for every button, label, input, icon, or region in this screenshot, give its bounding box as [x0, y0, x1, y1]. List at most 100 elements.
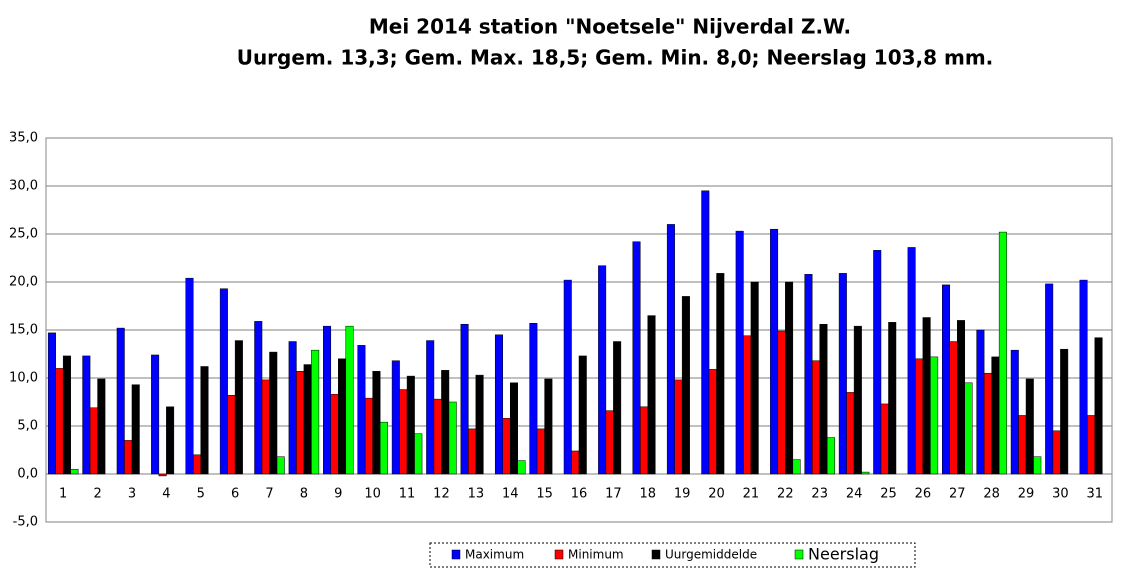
bar	[942, 284, 951, 475]
bar	[1010, 349, 1019, 475]
bar	[426, 340, 435, 475]
bar	[414, 433, 423, 475]
x-tick-label: 8	[300, 487, 308, 502]
bar	[311, 349, 320, 475]
bar	[406, 375, 415, 475]
x-tick-label: 13	[468, 487, 485, 502]
x-tick-label: 11	[399, 487, 416, 502]
x-tick-label: 9	[334, 487, 342, 502]
bar	[1018, 415, 1027, 475]
y-tick-label: 5,0	[17, 419, 38, 434]
legend-swatch	[554, 549, 564, 560]
bar	[151, 354, 160, 475]
y-tick-label: 35,0	[9, 131, 38, 146]
bar	[227, 395, 236, 475]
bar	[1052, 430, 1061, 475]
bar	[379, 421, 388, 475]
bar	[792, 459, 801, 475]
x-tick-label: 25	[880, 487, 897, 502]
bar	[323, 325, 332, 475]
x-tick-label: 31	[1087, 487, 1104, 502]
bar	[82, 355, 91, 475]
bar	[964, 382, 973, 475]
bar	[269, 351, 278, 475]
bar	[1060, 348, 1069, 475]
bar	[517, 460, 526, 475]
bar	[1033, 456, 1042, 475]
bar	[372, 371, 381, 475]
bar	[949, 341, 958, 475]
bar	[399, 389, 408, 475]
bar	[578, 355, 587, 475]
x-tick-label: 5	[197, 487, 205, 502]
bar	[448, 401, 457, 475]
bar	[804, 274, 813, 475]
bar	[131, 384, 140, 475]
bar	[632, 241, 641, 475]
bar	[735, 230, 744, 475]
bar	[433, 398, 442, 475]
legend-box	[429, 542, 916, 568]
x-tick-label: 7	[265, 487, 273, 502]
y-tick-label: 15,0	[9, 323, 38, 338]
bar	[647, 315, 656, 475]
bar	[234, 340, 243, 475]
bar	[460, 323, 469, 475]
y-tick-label: 20,0	[9, 275, 38, 290]
bar	[708, 369, 717, 475]
bar	[640, 406, 649, 475]
x-tick-label: 27	[949, 487, 966, 502]
bar	[681, 296, 690, 475]
bar	[826, 437, 835, 475]
bar	[598, 265, 607, 475]
bar	[701, 190, 710, 475]
bar	[97, 378, 106, 475]
y-tick-label: 0,0	[17, 467, 38, 482]
bar	[991, 356, 1000, 475]
bar	[957, 320, 966, 475]
x-tick-label: 24	[846, 487, 863, 502]
bar	[544, 378, 553, 475]
bar	[62, 355, 71, 475]
x-tick-label: 20	[708, 487, 725, 502]
bar	[330, 394, 339, 475]
y-tick-label: 10,0	[9, 371, 38, 386]
chart-title: Mei 2014 station "Noetsele" Nijverdal Z.…	[369, 15, 851, 39]
x-tick-label: 10	[364, 487, 381, 502]
bar	[158, 473, 167, 477]
bar	[846, 392, 855, 475]
x-tick-label: 1	[59, 487, 67, 502]
bar	[1025, 378, 1034, 475]
bar	[605, 410, 614, 475]
bar	[1079, 279, 1088, 475]
legend-swatch	[451, 549, 461, 560]
bar	[529, 323, 538, 475]
x-tick-label: 17	[605, 487, 622, 502]
legend-swatch	[794, 549, 804, 560]
x-tick-label: 16	[571, 487, 588, 502]
chart-subtitle: Uurgem. 13,3; Gem. Max. 18,5; Gem. Min. …	[237, 46, 994, 70]
bar	[441, 370, 450, 475]
x-tick-label: 30	[1052, 487, 1069, 502]
y-tick-label: 25,0	[9, 227, 38, 242]
bar	[494, 334, 503, 475]
bar	[261, 379, 270, 475]
bar	[116, 327, 125, 475]
bar	[983, 372, 992, 475]
bar	[853, 325, 862, 475]
x-tick-label: 14	[502, 487, 519, 502]
x-tick-label: 28	[983, 487, 1000, 502]
bar	[716, 273, 725, 475]
bar	[200, 366, 209, 475]
y-tick-label: -5,0	[13, 515, 38, 530]
bar	[861, 471, 870, 475]
bar	[666, 224, 675, 475]
x-tick-label: 2	[93, 487, 101, 502]
x-tick-label: 22	[777, 487, 794, 502]
bar	[922, 317, 931, 475]
bar	[47, 332, 56, 475]
bar	[303, 364, 312, 475]
bar	[873, 250, 882, 475]
bar	[777, 330, 786, 475]
bar	[254, 321, 263, 475]
